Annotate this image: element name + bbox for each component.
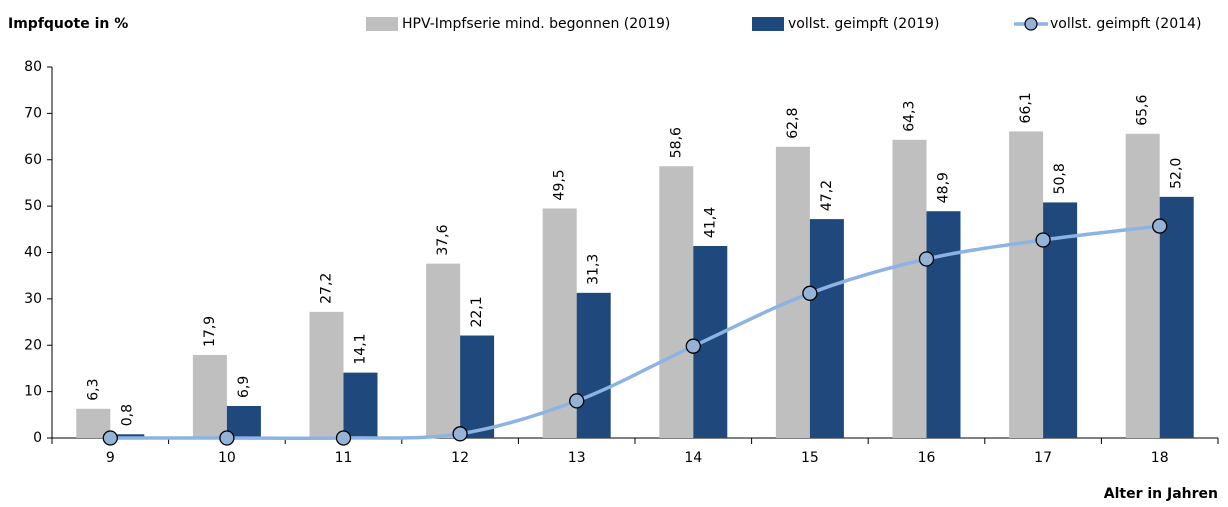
y-tick-label: 30 xyxy=(24,291,42,307)
y-tick-label: 10 xyxy=(24,384,42,400)
bar xyxy=(1009,131,1044,438)
legend-label: HPV-Impfserie mind. begonnen (2019) xyxy=(402,16,670,32)
bar xyxy=(309,311,344,438)
data-label: 22,1 xyxy=(469,296,485,327)
data-label: 6,3 xyxy=(85,379,101,401)
bar xyxy=(226,406,261,438)
data-label: 66,1 xyxy=(1018,92,1034,123)
bar xyxy=(192,354,227,438)
bar xyxy=(343,372,378,438)
x-tick-label: 10 xyxy=(218,450,236,466)
data-label: 31,3 xyxy=(586,254,602,285)
y-tick-label: 40 xyxy=(24,245,42,261)
line-marker xyxy=(1035,232,1051,248)
data-label: 14,1 xyxy=(353,333,369,364)
x-tick-label: 12 xyxy=(451,450,469,466)
data-label: 37,6 xyxy=(435,224,451,255)
bar xyxy=(892,139,927,438)
x-tick-label: 14 xyxy=(684,450,702,466)
y-tick-label: 60 xyxy=(24,152,42,168)
x-tick-label: 11 xyxy=(335,450,353,466)
data-label: 0,8 xyxy=(119,404,135,426)
y-tick-label: 70 xyxy=(24,105,42,121)
bar xyxy=(426,263,461,438)
bar xyxy=(809,219,844,438)
bar xyxy=(1159,196,1194,438)
legend-marker xyxy=(1024,17,1038,31)
x-axis-title: Alter in Jahren xyxy=(1104,486,1218,502)
bar xyxy=(460,335,495,438)
line-marker xyxy=(802,285,818,301)
data-label: 41,4 xyxy=(702,207,718,238)
legend-swatch xyxy=(366,17,398,31)
y-tick-label: 20 xyxy=(24,337,42,353)
line-marker xyxy=(102,430,118,446)
data-label: 52,0 xyxy=(1169,158,1185,189)
data-label: 27,2 xyxy=(319,273,335,304)
x-tick-label: 9 xyxy=(106,450,115,466)
x-tick-label: 13 xyxy=(568,450,586,466)
data-label: 47,2 xyxy=(819,180,835,211)
x-tick-label: 15 xyxy=(801,450,819,466)
line-marker xyxy=(452,426,468,442)
legend-label: vollst. geimpft (2014) xyxy=(1050,16,1201,32)
x-tick-label: 18 xyxy=(1151,450,1169,466)
legend-swatch xyxy=(752,17,784,31)
line-marker xyxy=(219,430,235,446)
y-tick-label: 50 xyxy=(24,198,42,214)
line xyxy=(110,224,1160,441)
bar xyxy=(110,434,145,438)
data-label: 6,9 xyxy=(236,376,252,398)
chart-title: Impfquote in % xyxy=(8,16,128,32)
data-label: 48,9 xyxy=(936,172,952,203)
data-label: 17,9 xyxy=(202,316,218,347)
line-marker xyxy=(685,338,701,354)
line-marker xyxy=(335,430,352,446)
data-label: 65,6 xyxy=(1135,95,1151,126)
x-tick-label: 16 xyxy=(918,450,936,466)
data-label: 62,8 xyxy=(785,108,801,139)
data-label: 49,5 xyxy=(552,169,568,200)
data-label: 50,8 xyxy=(1052,163,1068,194)
legend-label: vollst. geimpft (2019) xyxy=(788,16,939,32)
line-marker xyxy=(569,393,585,409)
data-label: 58,6 xyxy=(668,127,684,158)
bar xyxy=(926,211,961,438)
y-tick-label: 0 xyxy=(33,430,42,446)
bar xyxy=(1125,133,1160,438)
line-marker xyxy=(1152,218,1168,234)
line-marker xyxy=(918,251,935,267)
x-tick-label: 17 xyxy=(1034,450,1052,466)
data-label: 64,3 xyxy=(902,101,918,132)
bar xyxy=(576,292,611,438)
y-tick-label: 80 xyxy=(24,59,42,75)
bar xyxy=(659,166,694,438)
